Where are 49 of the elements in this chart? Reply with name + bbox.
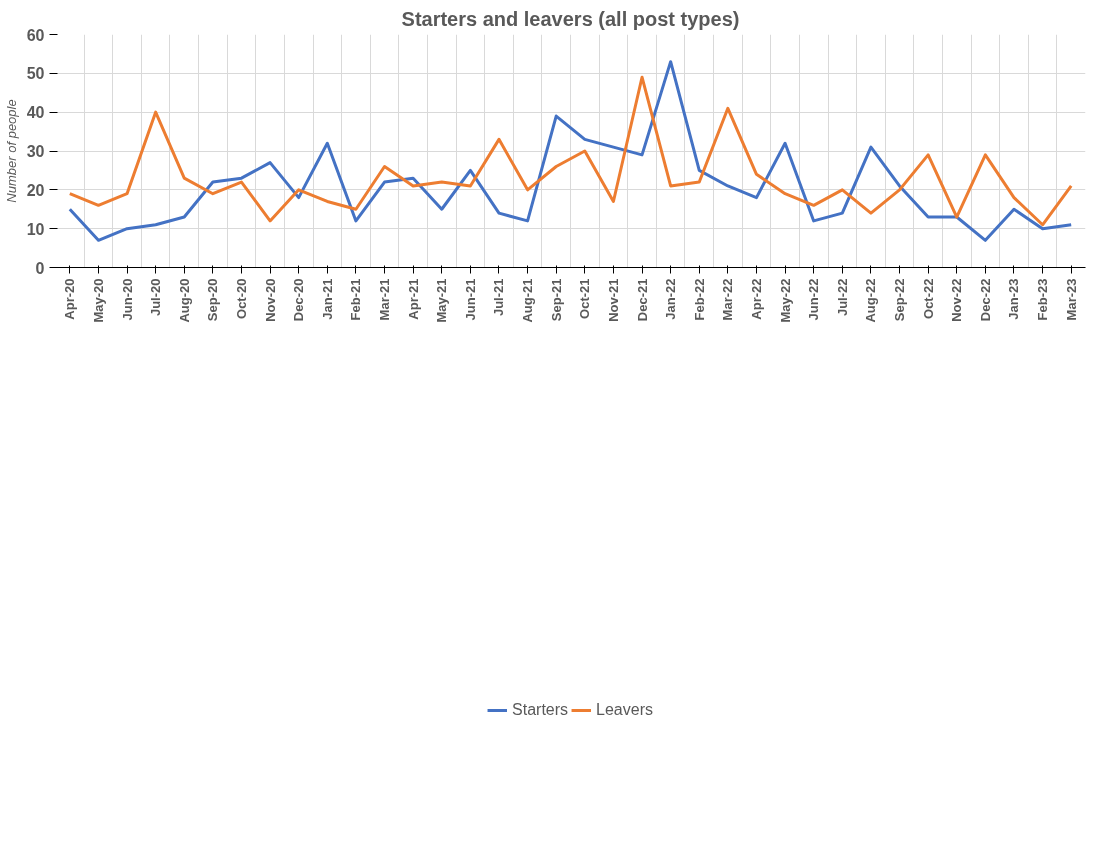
- x-tick-label: Jan-21: [319, 278, 335, 320]
- x-tick-label: Nov-20: [262, 278, 278, 322]
- x-tick-label: Mar-21: [377, 278, 393, 321]
- x-tick-label: Feb-23: [1035, 278, 1051, 321]
- y-tick-label: 50: [26, 65, 45, 83]
- x-tick-label: Dec-21: [634, 278, 650, 322]
- x-tick-label: Sep-22: [892, 278, 908, 322]
- x-tick-label: Jul-20: [148, 278, 164, 317]
- x-tick-label: Oct-22: [920, 278, 936, 319]
- line-series: [68, 75, 1073, 227]
- x-tick-label: Dec-22: [977, 278, 993, 322]
- x-tick-label: Jun-20: [119, 278, 135, 321]
- x-tick-label: Mar-23: [1063, 278, 1079, 321]
- y-tick-label: 10: [26, 220, 45, 238]
- y-axis-title: Number of people: [3, 99, 19, 203]
- y-tick-label: 40: [26, 104, 45, 122]
- x-tick-label: Jan-22: [663, 278, 679, 320]
- x-tick-label: Jun-21: [462, 278, 478, 321]
- x-tick-label: Oct-20: [233, 278, 249, 319]
- x-tick-label: Feb-21: [348, 278, 364, 321]
- x-tick-label: Aug-20: [176, 278, 192, 323]
- x-tick-label: Nov-21: [605, 278, 621, 322]
- x-tick-label: Mar-22: [720, 278, 736, 321]
- y-tick-label: 60: [26, 26, 45, 44]
- x-tick-label: Feb-22: [691, 278, 707, 321]
- x-tick-label: May-21: [434, 278, 450, 323]
- x-tick-label: Sep-21: [548, 278, 564, 322]
- x-tick-label: Sep-20: [205, 278, 221, 322]
- chart-title: Starters and leavers (all post types): [401, 7, 740, 30]
- y-tick-label: 30: [26, 143, 45, 160]
- x-tick-label: Jul-22: [834, 278, 850, 317]
- y-tick-label: 20: [26, 181, 45, 199]
- x-tick-label: Jul-21: [491, 278, 507, 317]
- x-tick-label: Aug-22: [863, 278, 879, 323]
- x-tick-label: Jun-22: [806, 278, 822, 321]
- x-tick-label: May-20: [90, 278, 106, 323]
- x-tick-label: Apr-21: [405, 278, 421, 320]
- x-tick-label: Aug-21: [520, 278, 536, 323]
- x-tick-label: Nov-22: [949, 278, 965, 322]
- x-tick-label: Oct-21: [577, 278, 593, 319]
- y-tick-label: 0: [35, 259, 45, 277]
- legend-label: Leavers: [596, 701, 653, 719]
- x-tick-label: May-22: [777, 278, 793, 323]
- x-tick-label: Apr-20: [62, 278, 78, 320]
- x-tick-label: Jan-23: [1006, 278, 1022, 320]
- line-series: [68, 60, 1073, 242]
- x-tick-label: Apr-22: [748, 278, 764, 320]
- x-tick-label: Dec-20: [291, 278, 307, 322]
- legend-label: Starters: [512, 701, 569, 719]
